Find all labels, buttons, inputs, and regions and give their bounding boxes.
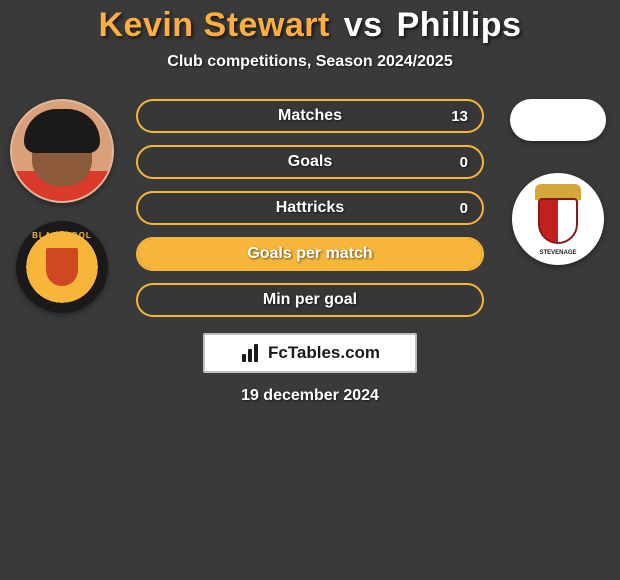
stat-label: Matches: [278, 107, 342, 125]
player1-name: Kevin Stewart: [98, 6, 329, 44]
stats-column: Matches 13 Goals 0 Hattricks 0 Goals per match…: [136, 99, 484, 317]
page-title: Kevin Stewart vs Phillips: [0, 6, 620, 45]
player2-avatar: [510, 99, 606, 141]
stat-label: Goals: [288, 153, 332, 171]
stat-value-right: 13: [451, 108, 468, 125]
left-column: [6, 99, 118, 313]
stat-row: Goals per match: [136, 237, 484, 271]
player1-avatar: [10, 99, 114, 203]
date: 19 december 2024: [241, 387, 379, 405]
stat-row: Min per goal: [136, 283, 484, 317]
stat-row: Goals 0: [136, 145, 484, 179]
stat-row: Hattricks 0: [136, 191, 484, 225]
bar-chart-icon: [240, 344, 262, 362]
vs-separator: vs: [344, 6, 383, 44]
brand-logo: FcTables.com: [203, 333, 417, 373]
stat-value-right: 0: [460, 154, 468, 171]
stat-row: Matches 13: [136, 99, 484, 133]
footer: FcTables.com 19 december 2024: [0, 333, 620, 405]
brand-text: FcTables.com: [268, 343, 380, 363]
stat-value-right: 0: [460, 200, 468, 217]
player2-club-badge: STEVENAGE: [512, 173, 604, 265]
stat-label: Goals per match: [247, 245, 372, 263]
subtitle: Club competitions, Season 2024/2025: [0, 53, 620, 71]
stat-label: Min per goal: [263, 291, 357, 309]
stat-label: Hattricks: [276, 199, 344, 217]
player2-name: Phillips: [397, 6, 522, 44]
right-column: STEVENAGE: [502, 99, 614, 265]
player2-club-name: STEVENAGE: [539, 250, 576, 256]
player1-club-badge: [16, 221, 108, 313]
comparison-card: Kevin Stewart vs Phillips Club competiti…: [0, 0, 620, 405]
comparison-layout: Matches 13 Goals 0 Hattricks 0 Goals per match…: [0, 99, 620, 317]
